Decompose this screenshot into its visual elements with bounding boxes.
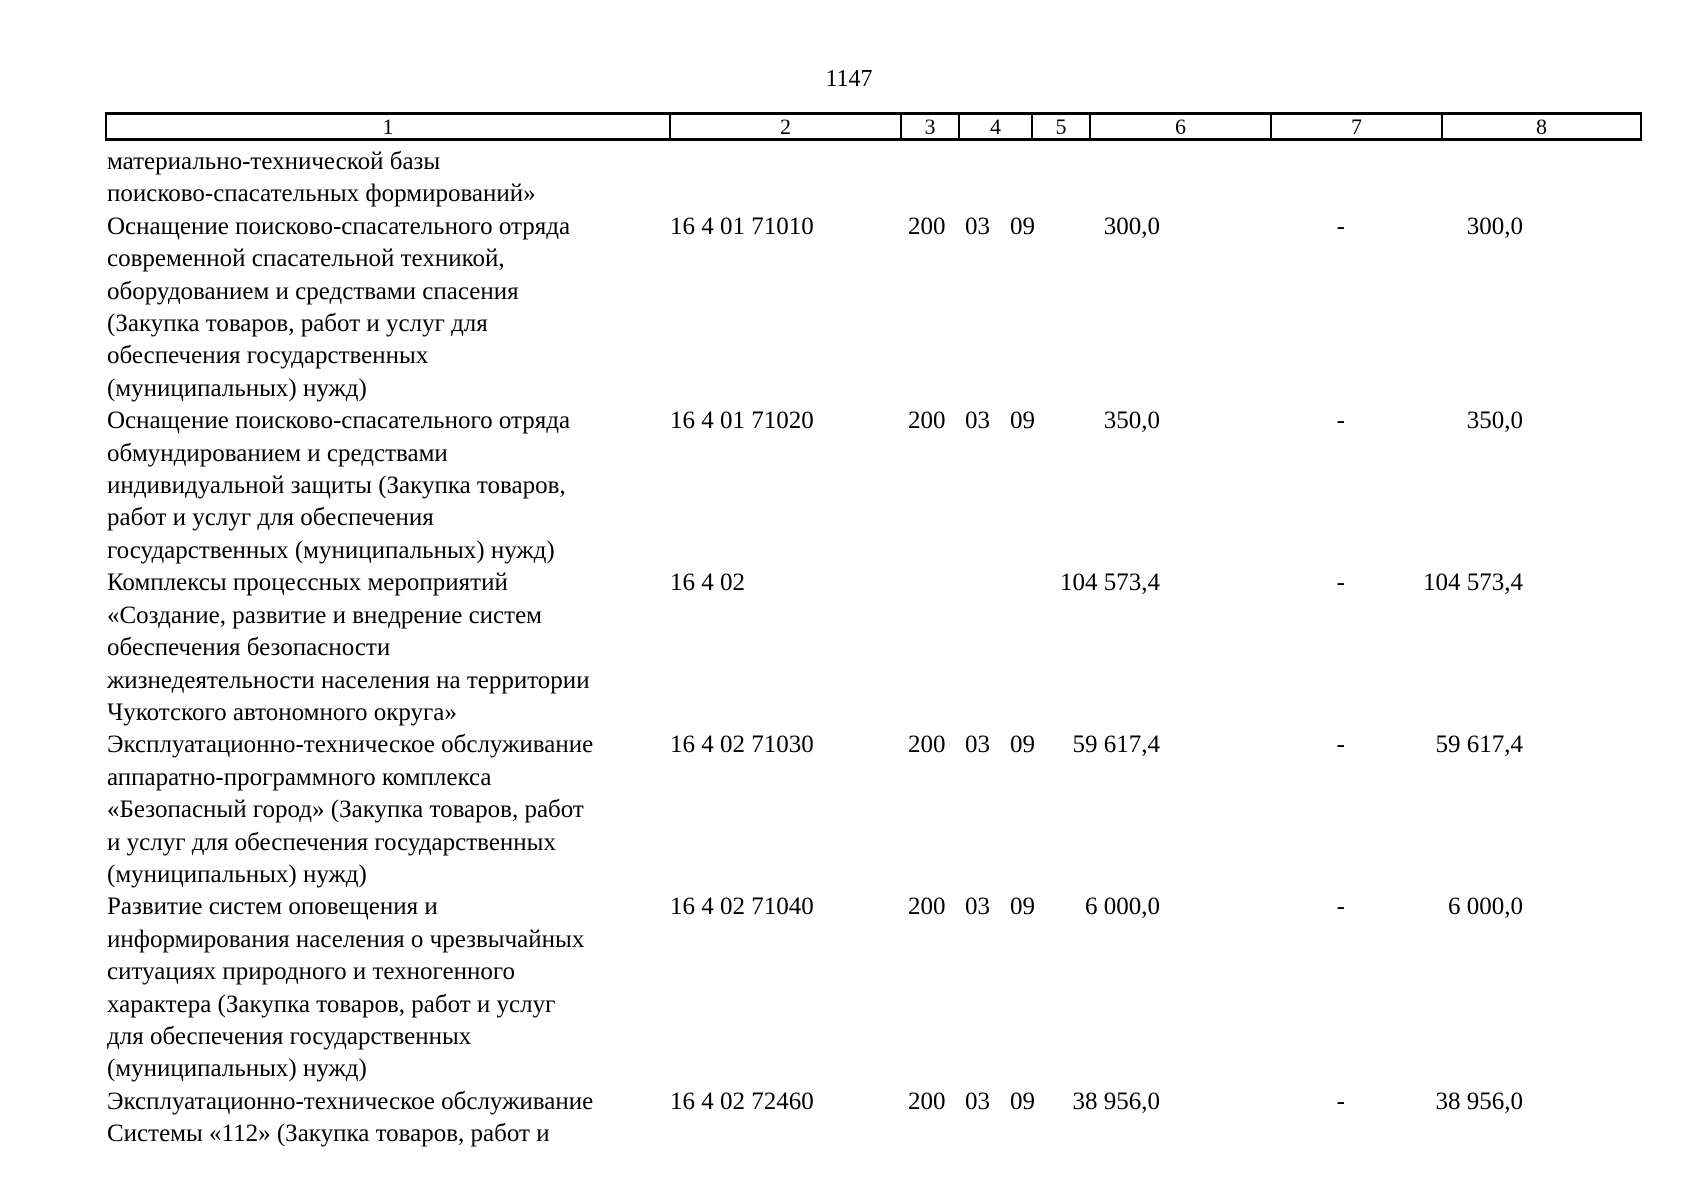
column-header-2: 2 (669, 115, 900, 138)
table-row: Эксплуатационно-техническое обслуживание… (105, 729, 1642, 891)
row-amount-col7: - (1336, 212, 1345, 240)
row-name: Оснащение поисково-спасательного отряда … (107, 212, 571, 402)
row-target-code: 16 4 02 71040 (670, 893, 814, 921)
column-header-8: 8 (1441, 115, 1640, 138)
row-amount-col8: 300,0 (1466, 212, 1523, 240)
row-expense-type: 200 (908, 731, 946, 759)
table-body: материально-технической базы поисково-сп… (105, 146, 1642, 1151)
row-amount-col7: - (1336, 731, 1345, 759)
row-amount-col7: - (1336, 569, 1345, 597)
page-number: 1147 (825, 66, 873, 92)
row-amount-col6: 38 956,0 (1072, 1087, 1161, 1115)
row-subsection: 09 (1010, 212, 1035, 240)
table-row: Эксплуатационно-техническое обслуживание… (105, 1086, 1642, 1151)
row-amount-col7: - (1336, 893, 1345, 921)
row-section: 03 (965, 731, 990, 759)
row-target-code: 16 4 02 (670, 569, 745, 597)
row-section: 03 (965, 1087, 990, 1115)
row-section: 03 (965, 212, 990, 240)
column-header-6: 6 (1089, 115, 1270, 138)
row-amount-col6: 300,0 (1103, 212, 1160, 240)
table-row: материально-технической базы поисково-сп… (105, 146, 1642, 211)
row-name: Эксплуатационно-техническое обслуживание… (107, 1087, 594, 1148)
column-header-1: 1 (382, 113, 394, 139)
row-amount-col8: 104 573,4 (1423, 569, 1523, 597)
row-amount-col6: 6 000,0 (1085, 893, 1160, 921)
row-amount-col8: 350,0 (1466, 407, 1523, 435)
row-amount-col8: 6 000,0 (1448, 893, 1523, 921)
row-subsection: 09 (1010, 407, 1035, 435)
row-amount-col7: - (1336, 1087, 1345, 1115)
row-amount-col6: 104 573,4 (1060, 569, 1160, 597)
table-row: Оснащение поисково-спасательного отряда … (105, 211, 1642, 405)
row-expense-type: 200 (908, 212, 946, 240)
table-row: Развитие систем оповещения и информирова… (105, 891, 1642, 1085)
row-target-code: 16 4 01 71020 (670, 407, 814, 435)
row-name: Эксплуатационно-техническое обслуживание… (107, 731, 594, 888)
table-row: Оснащение поисково-спасательного отряда … (105, 405, 1642, 567)
row-amount-col8: 59 617,4 (1435, 731, 1524, 759)
row-amount-col6: 350,0 (1103, 407, 1160, 435)
row-expense-type: 200 (908, 893, 946, 921)
row-name: Комплексы процессных мероприятий «Создан… (107, 569, 590, 726)
row-section: 03 (965, 407, 990, 435)
row-expense-type: 200 (908, 1087, 946, 1115)
row-amount-col6: 59 617,4 (1072, 731, 1161, 759)
column-header-5: 5 (1031, 115, 1089, 138)
table-row: Комплексы процессных мероприятий «Создан… (105, 567, 1642, 729)
row-subsection: 09 (1010, 1087, 1035, 1115)
column-header-7: 7 (1270, 115, 1441, 138)
column-header-3: 3 (900, 115, 958, 138)
row-subsection: 09 (1010, 731, 1035, 759)
table-column-number-header: 1 2 3 4 5 6 7 8 (105, 112, 1642, 141)
row-name: материально-технической базы поисково-сп… (107, 148, 536, 208)
row-name: Оснащение поисково-спасательного отряда … (107, 407, 571, 564)
row-amount-col7: - (1336, 407, 1345, 435)
row-target-code: 16 4 02 72460 (670, 1087, 814, 1115)
row-section: 03 (965, 893, 990, 921)
row-target-code: 16 4 02 71030 (670, 731, 814, 759)
row-subsection: 09 (1010, 893, 1035, 921)
column-header-4: 4 (958, 115, 1031, 138)
row-amount-col8: 38 956,0 (1435, 1087, 1524, 1115)
row-name: Развитие систем оповещения и информирова… (107, 893, 585, 1083)
row-target-code: 16 4 01 71010 (670, 212, 814, 240)
row-expense-type: 200 (908, 407, 946, 435)
